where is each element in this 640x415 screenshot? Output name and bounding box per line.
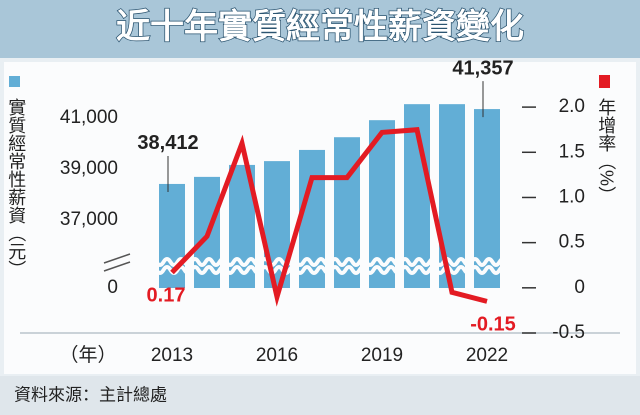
x-axis-label: （年） [59, 344, 116, 366]
y-tick-label: 0 [107, 277, 118, 298]
x-tick-label: 2022 [466, 345, 508, 366]
legend-swatch [599, 75, 610, 88]
line [170, 127, 488, 307]
axis-break-mark [103, 253, 131, 272]
data-label: -0.15 [470, 314, 516, 336]
legend-label: 實質經常性薪資（元） [6, 98, 26, 278]
data-label: 0.17 [147, 285, 186, 307]
axis-break [147, 257, 516, 267]
source: 資料來源：主計總處 [14, 385, 167, 404]
y-tick-label: 39,000 [60, 158, 118, 179]
y2-tick-label: 0.5 [559, 232, 585, 253]
y-tick-label: 37,000 [60, 209, 118, 230]
x-tick-label: 2019 [361, 345, 403, 366]
y2-tick-label: 1.5 [559, 141, 585, 162]
legend-swatch [9, 76, 20, 87]
x-tick-label: 2013 [151, 345, 193, 366]
y2-tick-label: 2.0 [559, 96, 585, 117]
y2-tick-label: -0.5 [552, 322, 585, 343]
y-tick-label: 41,000 [60, 107, 118, 128]
x-tick-label: 2016 [256, 345, 298, 366]
legend-label: 年增率（%） [596, 98, 616, 204]
data-label: 38,412 [137, 132, 198, 154]
y2-tick-label: 1.0 [559, 186, 585, 207]
footer [0, 376, 640, 415]
chart-title: 近十年實質經常性薪資變化 [116, 7, 524, 46]
axis-break [147, 265, 516, 275]
y2-tick-label: 0 [574, 277, 585, 298]
data-label: 41,357 [452, 57, 513, 79]
header [0, 0, 640, 58]
